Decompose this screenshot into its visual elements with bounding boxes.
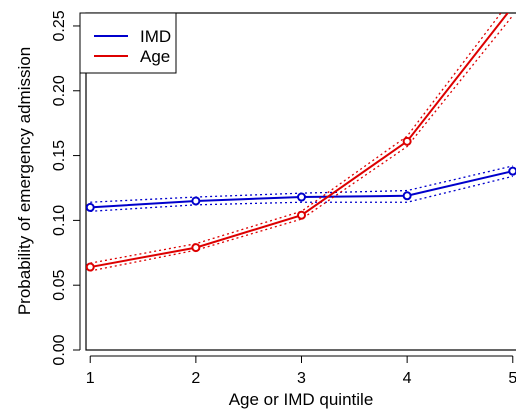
legend-label-age: Age [140, 47, 170, 66]
x-tick-label: 5 [508, 370, 516, 387]
series-imd-point [191, 196, 201, 206]
y-tick-label: 0.15 [51, 140, 68, 171]
legend: IMD Age [79, 12, 177, 74]
series-imd-point [297, 192, 306, 202]
series-age-point [402, 136, 412, 146]
y-tick-label: 0.20 [51, 75, 68, 106]
y-tick-label: 0.05 [51, 270, 68, 301]
x-tick-label: 1 [86, 370, 95, 387]
axis-layer: 1 2 3 4 5 0.00 0.05 0.10 0.15 0.20 0.25 [51, 10, 516, 387]
series-imd [86, 165, 516, 212]
y-tick-label: 0.10 [51, 205, 68, 236]
series-age-point [509, 3, 516, 10]
series-imd-point [86, 202, 95, 212]
series-age-ci-upper [90, 13, 502, 264]
series-imd-ci-lower [90, 175, 513, 212]
y-tick-label: 0.25 [51, 10, 68, 41]
x-axis-title: Age or IMD quintile [229, 390, 374, 409]
series-imd-point [508, 166, 516, 176]
plot-frame [85, 12, 516, 351]
legend-label-imd: IMD [140, 27, 171, 46]
y-axis-title: Probability of emergency admission [15, 47, 34, 315]
series-age [86, 3, 516, 272]
y-tick-label: 0.00 [51, 334, 68, 365]
series-layer [86, 3, 516, 272]
x-tick-label: 4 [403, 370, 412, 387]
series-age-ci-lower [90, 15, 514, 272]
x-tick-label: 3 [297, 370, 306, 387]
series-age-point [191, 243, 201, 253]
legend-box [79, 12, 177, 74]
series-age-point [86, 262, 95, 272]
series-age-point [297, 210, 306, 220]
series-imd-point [402, 191, 412, 201]
x-tick-label: 2 [191, 370, 200, 387]
